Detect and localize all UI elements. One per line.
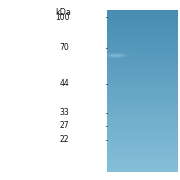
- Text: 22: 22: [60, 135, 69, 144]
- Text: 100: 100: [55, 13, 69, 22]
- Text: kDa: kDa: [55, 8, 71, 17]
- Text: 70: 70: [60, 43, 69, 52]
- Text: 44: 44: [60, 79, 69, 88]
- Text: 27: 27: [60, 122, 69, 130]
- Text: 33: 33: [60, 108, 69, 117]
